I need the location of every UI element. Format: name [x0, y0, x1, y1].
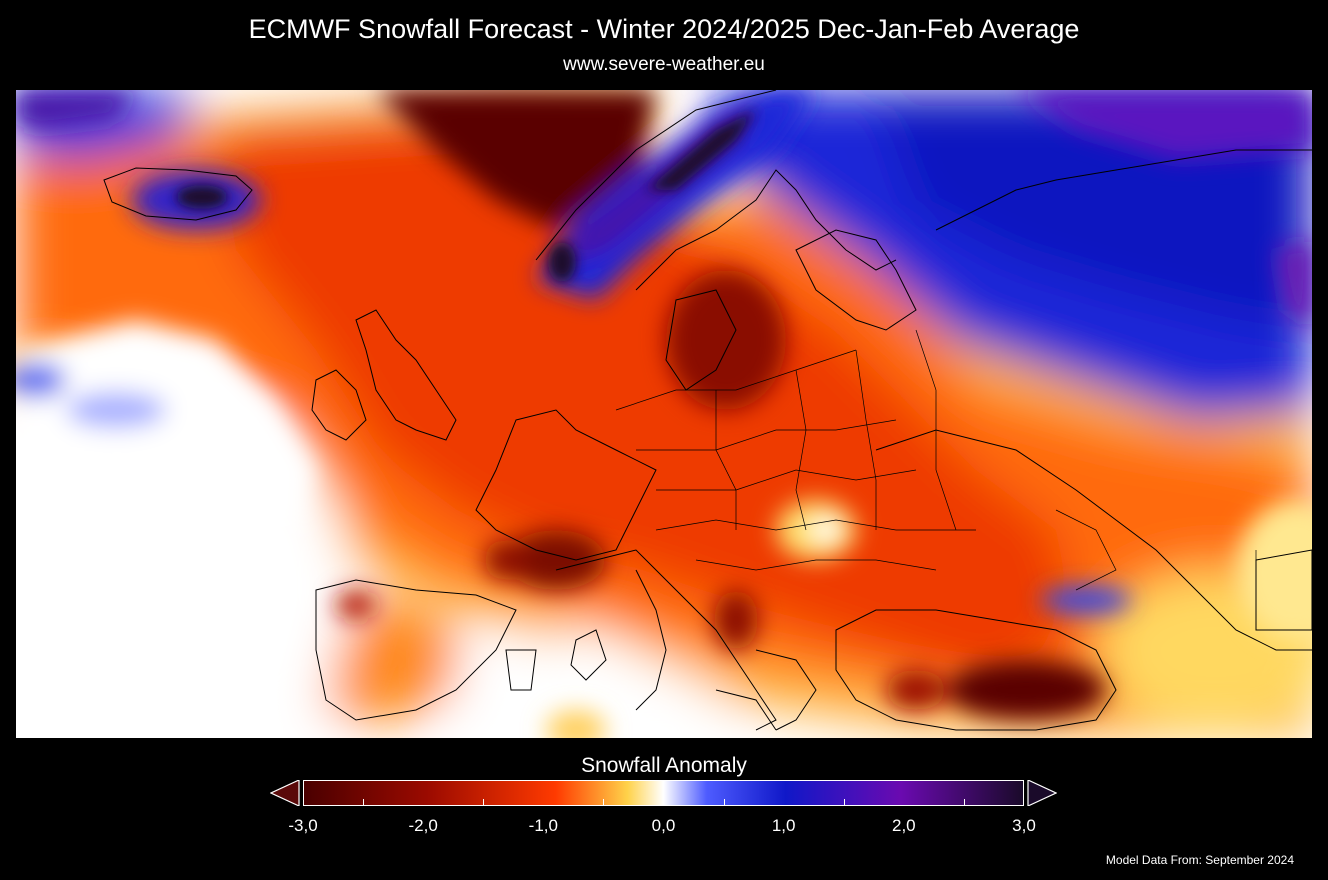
coastlines	[103, 90, 1312, 731]
colorbar-tick-label: -2,0	[408, 816, 438, 835]
colorbar-minor-tick	[843, 799, 845, 806]
anomaly-field-cores	[176, 110, 756, 282]
colorbar-tick-label: 0,0	[651, 816, 676, 835]
source-url: www.severe-weather.eu	[563, 54, 765, 75]
colorbar-minor-tick	[603, 799, 605, 806]
colorbar-tick-label: -1,0	[528, 816, 558, 835]
chart-title: ECMWF Snowfall Forecast - Winter 2024/20…	[248, 14, 1080, 44]
snowfall-anomaly-map	[16, 90, 1312, 738]
model-data-note: Model Data From: September 2024	[1105, 853, 1294, 867]
country-borders	[615, 329, 1257, 630]
colorbar-tick-label: -3,0	[288, 816, 318, 835]
colorbar-tick-label: 3,0	[1012, 816, 1036, 835]
colorbar-minor-tick	[363, 799, 365, 806]
colorbar-tick-label: 1,0	[771, 816, 796, 835]
legend-title: Snowfall Anomaly	[581, 754, 747, 777]
under-range-arrow	[270, 780, 300, 806]
over-range-arrow	[1027, 780, 1057, 806]
colorbar-minor-tick	[723, 799, 725, 806]
colorbar-minor-tick	[963, 799, 965, 806]
colorbar-tick-label: 2,0	[892, 816, 916, 835]
colorbar	[303, 780, 1024, 806]
colorbar-minor-tick	[483, 799, 485, 806]
